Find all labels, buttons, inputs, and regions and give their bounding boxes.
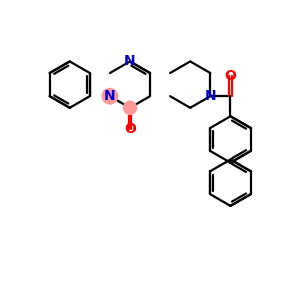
Text: N: N xyxy=(104,89,116,103)
Circle shape xyxy=(103,89,117,103)
Text: O: O xyxy=(224,69,236,83)
Text: N: N xyxy=(205,89,216,103)
Text: O: O xyxy=(124,122,136,136)
Circle shape xyxy=(123,101,136,114)
Circle shape xyxy=(102,88,118,104)
Text: N: N xyxy=(124,54,136,68)
